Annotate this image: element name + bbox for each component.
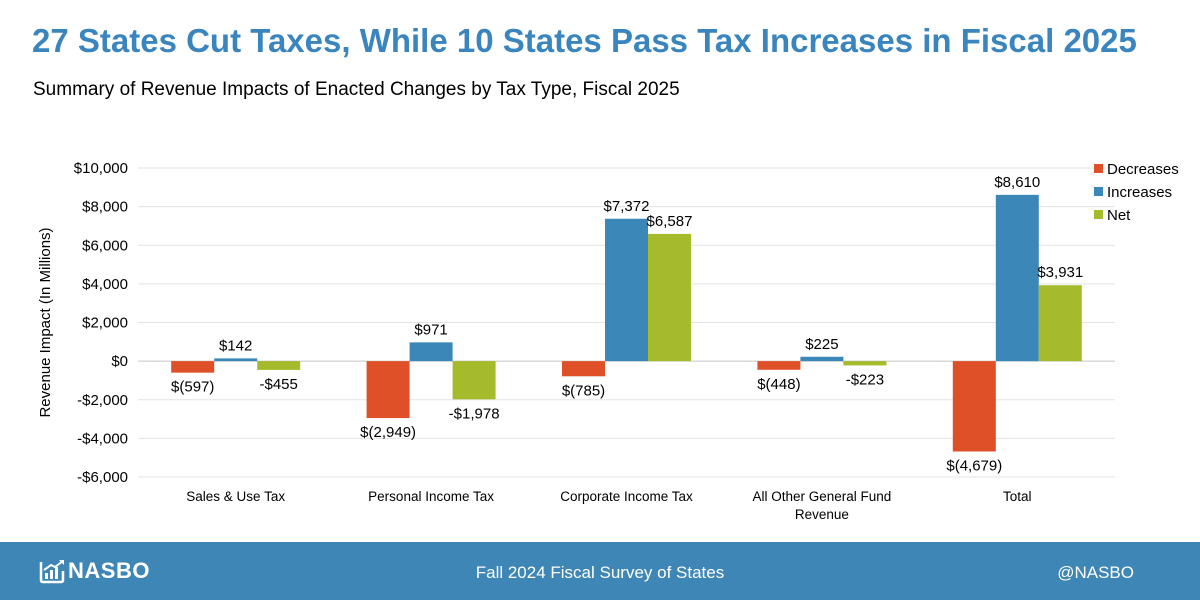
y-axis-label: Revenue Impact (In Millions): [37, 227, 54, 417]
x-tick-label: Corporate Income Tax: [560, 489, 693, 504]
data-label: $3,931: [1037, 264, 1083, 281]
data-label: -$223: [846, 371, 884, 388]
bar-decreases: [757, 361, 801, 370]
legend-label: Decreases: [1107, 161, 1179, 178]
bar-increases: [214, 358, 258, 362]
data-label: $142: [219, 337, 252, 354]
legend-swatch-decreases: [1094, 164, 1103, 173]
x-tick-label: Revenue: [795, 507, 849, 522]
bar-net: [452, 361, 496, 400]
data-label: $971: [414, 321, 447, 338]
bar-net: [648, 233, 691, 362]
y-tick-label: $10,000: [74, 160, 128, 177]
data-label: $7,372: [604, 198, 650, 215]
legend-label: Net: [1107, 207, 1131, 224]
y-tick-label: -$4,000: [77, 430, 128, 447]
legend-swatch-net: [1094, 210, 1103, 219]
nasbo-logo: NASBO: [38, 556, 150, 586]
legend-label: Increases: [1107, 184, 1172, 201]
bar-decreases: [171, 361, 215, 373]
bar-increases: [995, 194, 1039, 362]
bar-net: [1038, 285, 1082, 362]
data-label: $(597): [171, 379, 214, 396]
y-tick-label: $4,000: [82, 276, 128, 293]
bar-net: [257, 361, 301, 370]
bar-increases: [605, 218, 648, 362]
y-tick-label: $6,000: [82, 237, 128, 254]
data-label: -$1,978: [449, 405, 500, 422]
nasbo-logo-icon: [39, 560, 65, 584]
y-tick-label: $2,000: [82, 315, 128, 332]
bar-net: [843, 361, 887, 366]
chart-subtitle: Summary of Revenue Impacts of Enacted Ch…: [33, 79, 680, 100]
data-label: $225: [805, 336, 838, 353]
data-label: $6,587: [647, 213, 693, 230]
x-tick-label: Personal Income Tax: [368, 489, 494, 504]
nasbo-logo-text: NASBO: [68, 558, 150, 583]
data-label: $(2,949): [360, 424, 416, 441]
data-label: $(4,679): [946, 457, 1002, 474]
footer-source: Fall 2024 Fiscal Survey of States: [475, 563, 725, 582]
bar-decreases: [366, 361, 410, 419]
legend-swatch-increases: [1094, 187, 1103, 196]
data-label: $(785): [562, 382, 605, 399]
y-tick-label: $8,000: [82, 199, 128, 216]
x-tick-label: All Other General Fund: [752, 489, 891, 504]
y-tick-label: $0: [111, 353, 128, 370]
bar-increases: [409, 342, 453, 362]
data-label: $8,610: [994, 174, 1040, 191]
data-label: $(448): [757, 376, 800, 393]
bar-increases: [800, 356, 844, 362]
bar-decreases: [562, 361, 605, 377]
data-label: -$455: [260, 376, 298, 393]
x-tick-label: Total: [1003, 489, 1032, 504]
x-tick-label: Sales & Use Tax: [186, 489, 285, 504]
bar-decreases: [952, 361, 996, 452]
chart-title: 27 States Cut Taxes, While 10 States Pas…: [32, 22, 1137, 59]
y-tick-label: -$2,000: [77, 392, 128, 409]
footer-handle[interactable]: @NASBO: [1057, 563, 1134, 582]
footer-bar: NASBO Fall 2024 Fiscal Survey of States …: [0, 542, 1200, 600]
y-tick-label: -$6,000: [77, 469, 128, 486]
bar-chart: $10,000 $8,000 $6,000 $4,000 $2,000 $0 -$2,000…: [37, 160, 1179, 522]
